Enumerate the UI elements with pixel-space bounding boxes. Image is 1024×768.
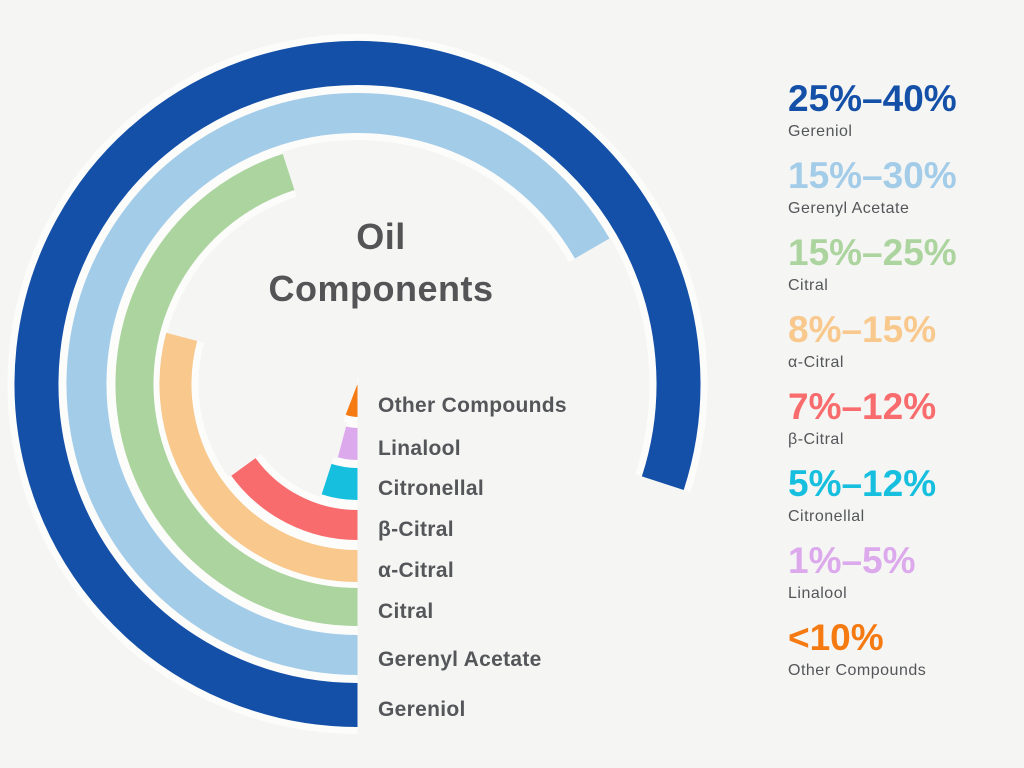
legend-range-alpha-citral: 8%–15% — [788, 309, 937, 350]
legend-item-gerenyl-acetate: 15%–30% Gerenyl Acetate — [788, 155, 957, 219]
ring-label-linalool: Linalool — [378, 437, 461, 460]
legend-name-beta-citral: β-Citral — [788, 431, 844, 448]
ring-label-gereniol: Gereniol — [378, 698, 466, 721]
legend-range-linalool: 1%–5% — [788, 540, 916, 581]
arc-beta-citral — [231, 457, 358, 540]
legend-range-gereniol: 25%–40% — [788, 78, 957, 119]
legend-item-linalool: 1%–5% Linalool — [788, 540, 957, 604]
legend-range-other-compounds: <10% — [788, 617, 884, 658]
ring-label-citral: Citral — [378, 600, 434, 623]
legend-item-beta-citral: 7%–12% β-Citral — [788, 386, 957, 450]
ring-label-alpha-citral: α-Citral — [378, 559, 454, 582]
legend-range-citronellal: 5%–12% — [788, 463, 937, 504]
arc-other-compounds — [345, 384, 359, 417]
legend-name-other-compounds: Other Compounds — [788, 662, 927, 679]
chart-title: Oil Components — [269, 211, 494, 315]
chart-title-line2: Components — [268, 268, 494, 309]
legend-name-alpha-citral: α-Citral — [788, 354, 844, 371]
ring-label-citronellal: Citronellal — [378, 477, 484, 500]
legend-name-gerenyl-acetate: Gerenyl Acetate — [788, 200, 910, 217]
legend-name-linalool: Linalool — [788, 585, 848, 602]
legend-name-citronellal: Citronellal — [788, 508, 865, 525]
legend-item-citral: 15%–25% Citral — [788, 232, 957, 296]
legend-item-other-compounds: <10% Other Compounds — [788, 617, 957, 681]
legend: 25%–40% Gereniol 15%–30% Gerenyl Acetate 15%… — [788, 78, 957, 694]
arc-gerenyl-acetate — [66, 93, 610, 675]
arc-citral — [115, 153, 358, 626]
legend-range-beta-citral: 7%–12% — [788, 386, 937, 427]
chart-title-line1: Oil — [356, 216, 406, 257]
arc-citronellal — [321, 463, 359, 500]
legend-item-citronellal: 5%–12% Citronellal — [788, 463, 957, 527]
legend-item-gereniol: 25%–40% Gereniol — [788, 78, 957, 142]
arc-alpha-citral — [159, 332, 358, 582]
legend-range-citral: 15%–25% — [788, 232, 957, 273]
ring-label-other-compounds: Other Compounds — [378, 394, 567, 417]
ring-label-beta-citral: β-Citral — [378, 518, 454, 541]
radial-chart: Oil Components Gereniol Gerenyl Acetate Ci… — [14, 41, 701, 727]
legend-name-gereniol: Gereniol — [788, 123, 853, 140]
legend-range-gerenyl-acetate: 15%–30% — [788, 155, 957, 196]
legend-item-alpha-citral: 8%–15% α-Citral — [788, 309, 957, 373]
arc-gereniol — [14, 41, 701, 727]
radial-rings-svg — [14, 41, 701, 727]
arc-linalool — [337, 426, 359, 461]
ring-label-gerenyl-acetate: Gerenyl Acetate — [378, 648, 542, 671]
legend-name-citral: Citral — [788, 277, 829, 294]
